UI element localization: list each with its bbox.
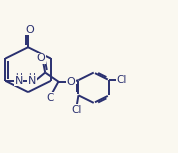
Text: Cl: Cl <box>117 75 127 85</box>
Text: C: C <box>46 93 53 103</box>
Text: N: N <box>14 76 23 86</box>
Text: N: N <box>28 76 36 86</box>
Text: O: O <box>26 25 35 35</box>
Text: O: O <box>37 53 46 63</box>
Text: Cl: Cl <box>72 105 82 115</box>
Text: H: H <box>15 73 22 82</box>
Text: O: O <box>66 77 75 87</box>
Text: H: H <box>28 73 35 82</box>
